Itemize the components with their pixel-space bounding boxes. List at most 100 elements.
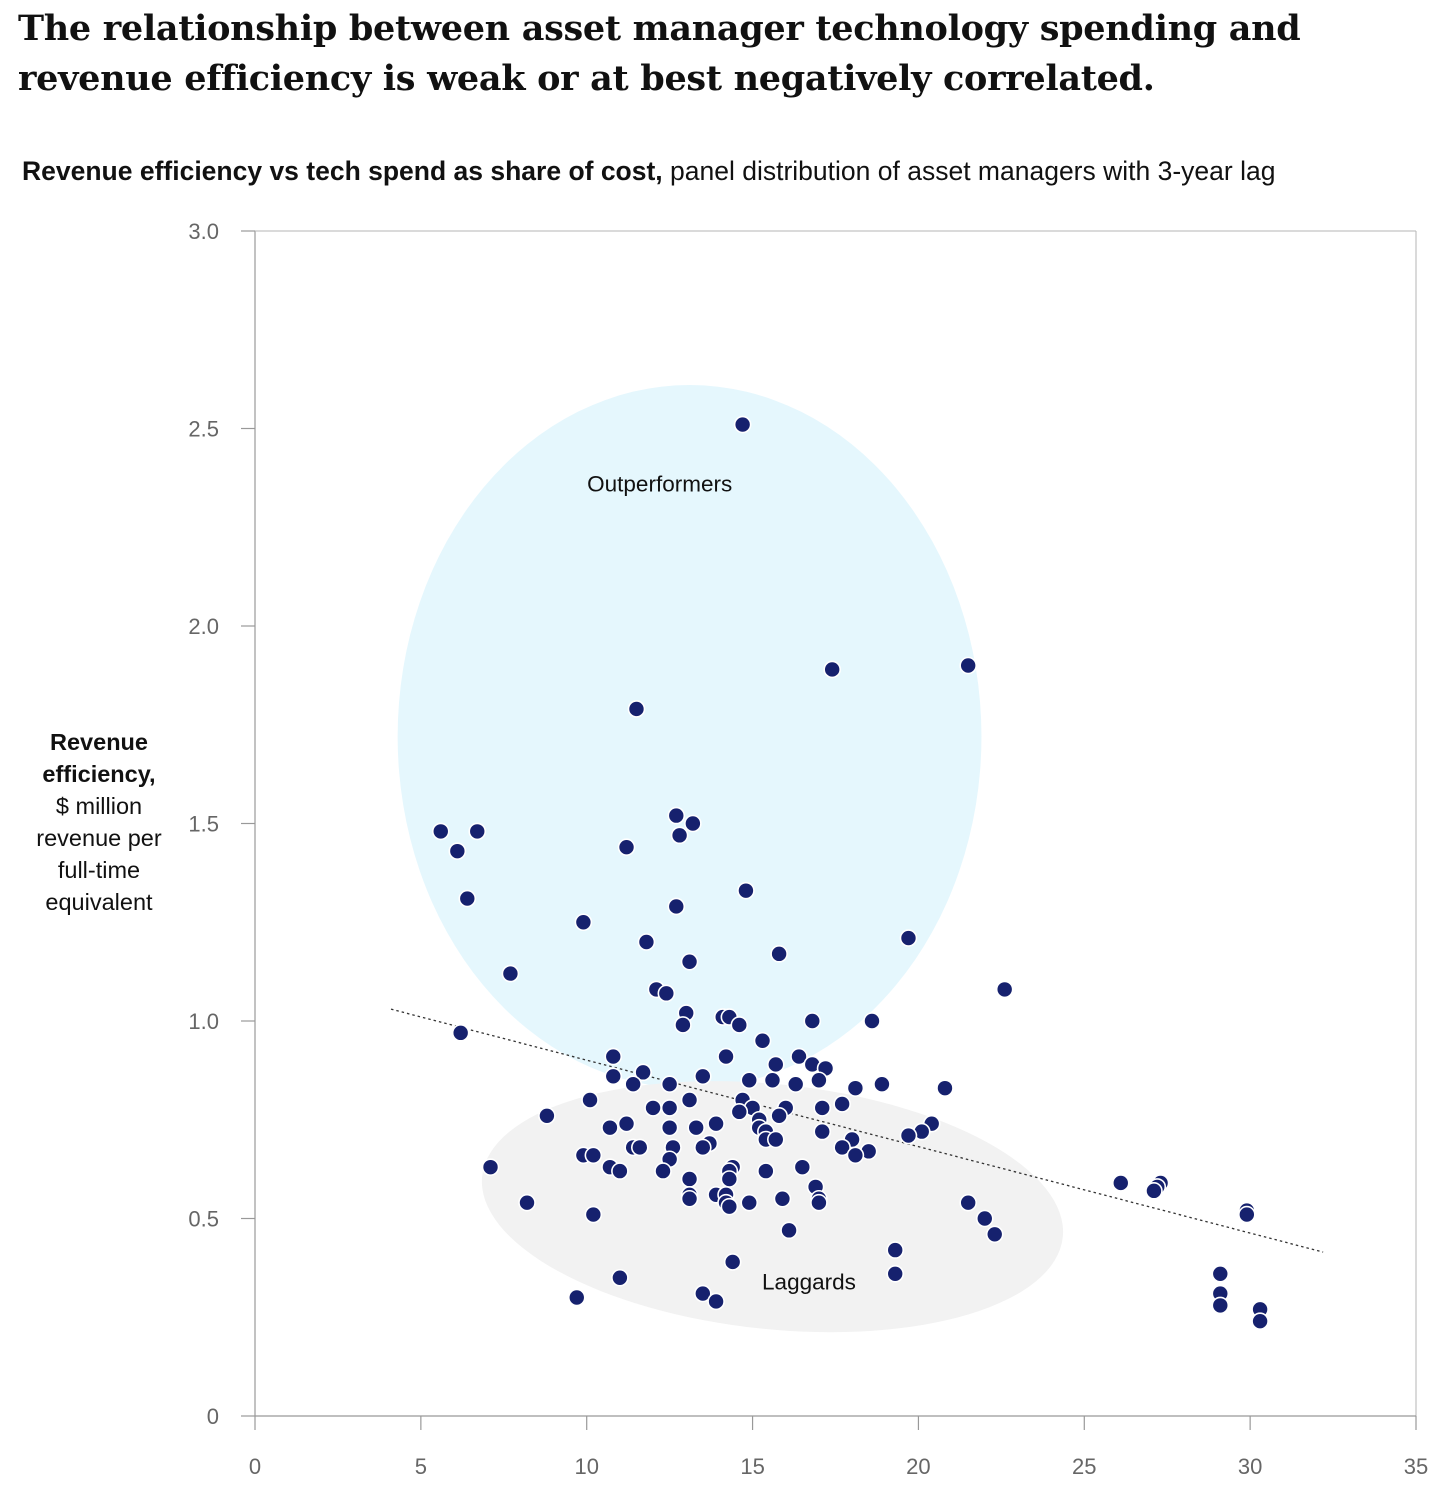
chart-subtitle: Revenue efficiency vs tech spend as shar… xyxy=(22,156,1442,187)
data-point xyxy=(667,897,686,916)
data-point xyxy=(501,964,520,983)
data-point xyxy=(863,1012,881,1030)
data-point xyxy=(574,913,593,932)
data-point xyxy=(1211,1296,1230,1315)
data-point xyxy=(813,1099,832,1117)
data-point xyxy=(833,1095,851,1113)
y-tick-label: 2.0 xyxy=(188,614,219,639)
y-axis-label: Revenue efficiency, $ million revenue pe… xyxy=(20,726,178,918)
trend-layer xyxy=(390,1008,1324,1253)
data-point xyxy=(634,1063,652,1082)
data-point xyxy=(995,980,1014,999)
x-tick-label: 0 xyxy=(249,1454,261,1479)
data-point xyxy=(694,1284,712,1303)
headline: The relationship between asset manager t… xyxy=(18,8,1301,99)
region-label-laggards: Laggards xyxy=(762,1270,856,1295)
data-point xyxy=(770,945,788,963)
data-point xyxy=(538,1107,556,1125)
data-point xyxy=(733,415,752,434)
data-point xyxy=(975,1209,994,1228)
data-point xyxy=(581,1091,599,1109)
data-point xyxy=(660,1118,679,1137)
data-point xyxy=(660,1099,679,1117)
data-point xyxy=(667,806,686,825)
y-axis-label-bold: Revenue efficiency, xyxy=(42,729,156,787)
data-point xyxy=(604,1047,623,1066)
data-point xyxy=(959,656,977,675)
data-point xyxy=(766,1130,785,1149)
data-point xyxy=(518,1193,536,1212)
y-axis-label-rest: $ million revenue per full-time equivale… xyxy=(36,793,162,915)
data-point xyxy=(959,1193,977,1212)
region-label-outperformers: Outperformers xyxy=(587,472,732,497)
data-point xyxy=(637,933,656,951)
data-point xyxy=(1111,1174,1130,1192)
data-point xyxy=(770,1107,788,1125)
region-outperformers xyxy=(397,385,982,1089)
y-tick-label: 0 xyxy=(207,1404,219,1429)
data-point xyxy=(624,1075,642,1093)
data-point xyxy=(654,1162,672,1180)
data-point xyxy=(481,1158,500,1176)
data-point xyxy=(985,1225,1004,1244)
x-tick-label: 30 xyxy=(1238,1454,1262,1479)
data-point xyxy=(630,1138,649,1157)
regions-layer xyxy=(397,385,1064,1333)
data-point xyxy=(740,1193,759,1212)
data-point xyxy=(458,889,477,908)
data-point xyxy=(786,1075,805,1093)
data-point xyxy=(660,1075,679,1093)
data-point xyxy=(886,1241,905,1259)
data-point xyxy=(790,1047,808,1066)
data-point xyxy=(680,952,699,971)
data-point xyxy=(720,1170,739,1188)
data-point xyxy=(617,1114,636,1133)
data-point xyxy=(451,1024,470,1042)
y-tick-label: 0.5 xyxy=(188,1207,219,1232)
data-point xyxy=(753,1031,772,1050)
data-point xyxy=(584,1205,603,1224)
region-laggards xyxy=(481,1081,1064,1333)
data-point xyxy=(694,1067,712,1086)
data-point xyxy=(899,1126,918,1145)
data-point xyxy=(657,984,676,1003)
data-point xyxy=(793,1158,812,1176)
data-point xyxy=(757,1162,775,1180)
data-point xyxy=(680,1170,699,1188)
data-point xyxy=(617,838,636,857)
data-point xyxy=(936,1079,954,1097)
data-point xyxy=(717,1047,735,1066)
data-point xyxy=(601,1118,619,1137)
data-point xyxy=(604,1067,623,1086)
data-point xyxy=(707,1114,725,1133)
y-tick-label: 2.5 xyxy=(188,417,219,442)
data-point xyxy=(707,1292,725,1311)
data-point xyxy=(813,1122,832,1141)
axes-layer: 0 0.5 1.0 1.5 2.0 2.5 3.0 0 5 10 15 20 25 30 35 xyxy=(188,219,1428,1479)
data-point xyxy=(567,1288,586,1307)
x-tick-label: 10 xyxy=(574,1454,598,1479)
data-point xyxy=(810,1193,828,1212)
data-point xyxy=(680,1189,699,1208)
data-point xyxy=(674,1016,692,1034)
x-tick-label: 25 xyxy=(1072,1454,1096,1479)
data-point xyxy=(1145,1182,1163,1200)
data-point xyxy=(611,1162,629,1180)
data-point xyxy=(846,1079,865,1097)
subtitle-regular: panel distribution of asset managers wit… xyxy=(662,156,1276,186)
data-point xyxy=(810,1071,828,1090)
data-point xyxy=(584,1146,603,1165)
data-point xyxy=(468,822,487,841)
data-point xyxy=(730,1103,749,1121)
data-point xyxy=(773,1189,792,1208)
data-point xyxy=(723,1253,742,1271)
trend-line xyxy=(390,1008,1324,1253)
labels-layer: Outperformers Laggards xyxy=(587,472,856,1295)
data-point xyxy=(687,1118,705,1137)
data-point xyxy=(873,1075,891,1093)
data-point xyxy=(627,700,646,718)
data-point xyxy=(694,1138,712,1157)
y-tick-label: 1.0 xyxy=(188,1009,219,1034)
data-point xyxy=(780,1221,798,1240)
